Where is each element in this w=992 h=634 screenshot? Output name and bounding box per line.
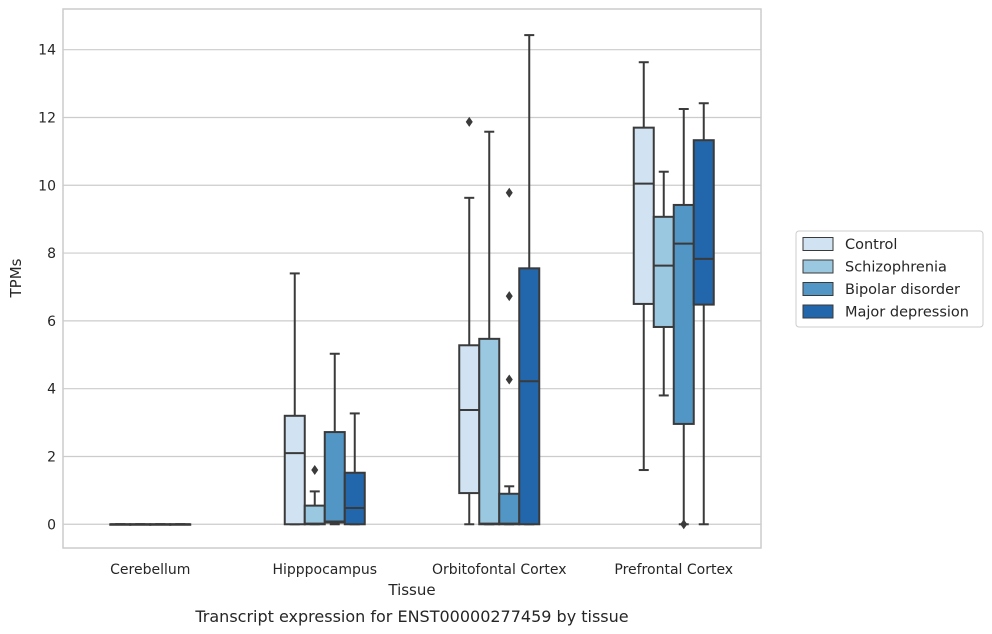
box-iqr [323, 431, 346, 524]
box-major-depression [343, 412, 366, 526]
outlier-point [680, 519, 688, 530]
legend-label: Bipolar disorder [845, 282, 960, 298]
grid [63, 49, 761, 525]
box-major-depression [518, 34, 541, 526]
x-tick-label: Orbitofontal Cortex [432, 562, 567, 578]
y-tick-label: 0 [47, 517, 56, 533]
y-tick-label: 2 [47, 449, 56, 465]
box-iqr [498, 492, 521, 526]
box-control [283, 272, 306, 526]
box-iqr [478, 337, 501, 526]
box-schizophrenia [652, 170, 675, 397]
box-iqr [518, 267, 541, 526]
x-tick-labels: Cerebellum Hipppocampus Orbitofontal Corte… [110, 562, 733, 578]
legend-label: Schizophrenia [845, 260, 947, 276]
chart-caption: Transcript expression for ENST0000027745… [194, 607, 628, 626]
y-tick-label: 8 [47, 246, 56, 262]
y-tick-label: 10 [38, 178, 56, 194]
y-axis-label: TPMs [7, 258, 25, 298]
x-tick-label: Cerebellum [110, 562, 190, 578]
box-iqr [652, 215, 675, 328]
y-tick-labels: 0 2 4 6 8 10 12 14 [38, 43, 56, 534]
legend-swatch [802, 259, 834, 274]
legend-label: Control [845, 237, 897, 253]
outlier-point [505, 374, 513, 385]
legend-frame [795, 230, 984, 328]
box-control [109, 523, 132, 526]
plot-frame [62, 8, 762, 549]
box-control [632, 61, 655, 472]
box-major-depression [169, 523, 192, 526]
box-iqr [283, 414, 306, 526]
outlier-point [311, 465, 319, 476]
box-iqr [343, 471, 366, 526]
legend-swatch [802, 304, 834, 319]
box-bipolar-disorder [498, 187, 521, 526]
outlier-point [465, 116, 473, 127]
box-bipolar-disorder [323, 352, 346, 526]
y-tick-label: 14 [38, 43, 56, 59]
y-tick-label: 12 [38, 110, 56, 126]
y-tick-label: 6 [47, 314, 56, 330]
box-bipolar-disorder [149, 523, 172, 526]
legend-swatch [802, 282, 834, 296]
x-axis-label: Tissue [387, 581, 435, 599]
box-major-depression [692, 102, 715, 526]
boxes [109, 34, 715, 530]
x-tick-label: Prefrontal Cortex [614, 562, 733, 578]
outlier-point [505, 187, 513, 198]
box-bipolar-disorder [672, 108, 695, 530]
box-iqr [692, 139, 715, 306]
box-schizophrenia [478, 130, 501, 526]
outlier-point [505, 291, 513, 302]
x-tick-label: Hipppocampus [272, 562, 377, 578]
box-iqr [632, 126, 655, 305]
box-schizophrenia [129, 523, 152, 526]
legend-label: Major depression [845, 305, 969, 321]
box-iqr [458, 344, 481, 495]
box-schizophrenia [303, 465, 326, 526]
y-tick-label: 4 [47, 382, 56, 398]
box-iqr [672, 203, 695, 425]
legend-swatch [802, 237, 834, 251]
legend: Control Schizophrenia Bipolar disorder Majo… [795, 230, 984, 328]
box-iqr [303, 504, 326, 526]
